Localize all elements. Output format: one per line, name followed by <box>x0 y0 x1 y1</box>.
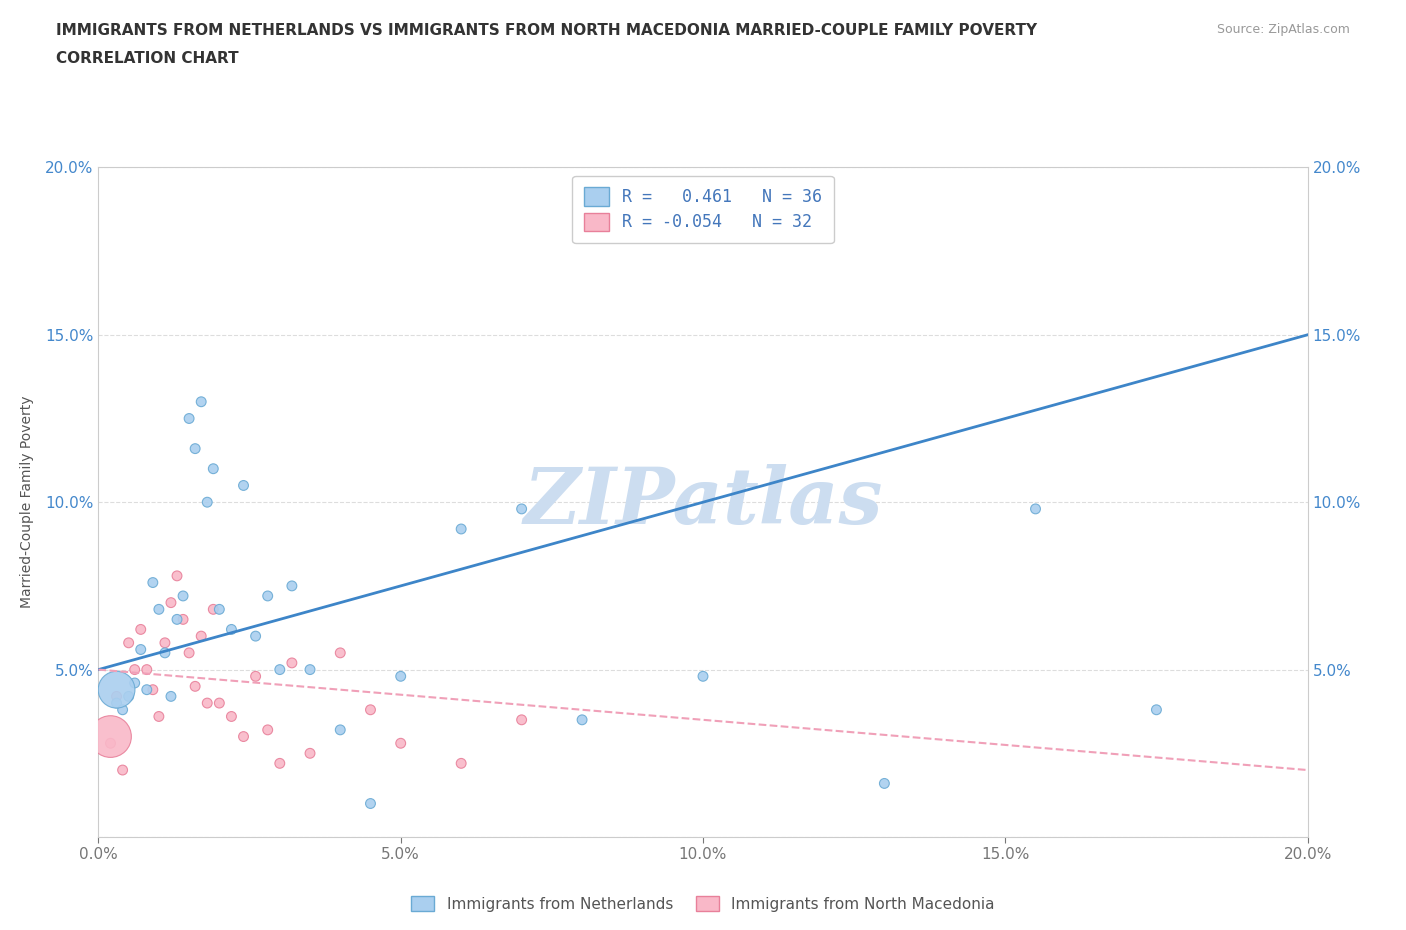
Point <box>105 689 128 704</box>
Point <box>256 723 278 737</box>
Point <box>118 689 141 704</box>
Text: ZIPatlas: ZIPatlas <box>523 464 883 540</box>
Point <box>208 602 231 617</box>
Point <box>172 612 194 627</box>
Point <box>118 635 141 650</box>
Point <box>142 575 165 590</box>
Point <box>299 746 322 761</box>
Point <box>1144 702 1167 717</box>
Point <box>195 696 218 711</box>
Point <box>148 602 170 617</box>
Point <box>190 394 212 409</box>
Point <box>142 683 165 698</box>
Point <box>221 622 243 637</box>
Y-axis label: Married-Couple Family Poverty: Married-Couple Family Poverty <box>20 396 34 608</box>
Legend: R =   0.461   N = 36, R = -0.054   N = 32: R = 0.461 N = 36, R = -0.054 N = 32 <box>572 176 834 243</box>
Point <box>256 589 278 604</box>
Legend: Immigrants from Netherlands, Immigrants from North Macedonia: Immigrants from Netherlands, Immigrants … <box>405 889 1001 918</box>
Point <box>160 595 183 610</box>
Point <box>450 522 472 537</box>
Point <box>202 602 225 617</box>
Point <box>450 756 472 771</box>
Point <box>100 736 122 751</box>
Point <box>135 683 157 698</box>
Point <box>232 729 254 744</box>
Point <box>124 662 146 677</box>
Point <box>100 729 122 744</box>
Point <box>153 645 176 660</box>
Point <box>184 679 207 694</box>
Point <box>269 756 291 771</box>
Point <box>105 683 128 698</box>
Point <box>221 709 243 724</box>
Point <box>360 796 382 811</box>
Text: CORRELATION CHART: CORRELATION CHART <box>56 51 239 66</box>
Point <box>166 568 188 583</box>
Point <box>571 712 593 727</box>
Point <box>1024 501 1046 516</box>
Point <box>873 776 896 790</box>
Point <box>160 689 183 704</box>
Point <box>179 411 201 426</box>
Text: Source: ZipAtlas.com: Source: ZipAtlas.com <box>1216 23 1350 36</box>
Text: IMMIGRANTS FROM NETHERLANDS VS IMMIGRANTS FROM NORTH MACEDONIA MARRIED-COUPLE FA: IMMIGRANTS FROM NETHERLANDS VS IMMIGRANT… <box>56 23 1038 38</box>
Point <box>232 478 254 493</box>
Point <box>124 675 146 690</box>
Point <box>245 669 267 684</box>
Point <box>129 622 152 637</box>
Point <box>129 642 152 657</box>
Point <box>190 629 212 644</box>
Point <box>360 702 382 717</box>
Point <box>202 461 225 476</box>
Point <box>111 702 134 717</box>
Point <box>208 696 231 711</box>
Point <box>153 635 176 650</box>
Point <box>281 578 304 593</box>
Point <box>245 629 267 644</box>
Point <box>329 645 352 660</box>
Point <box>111 763 134 777</box>
Point <box>299 662 322 677</box>
Point <box>148 709 170 724</box>
Point <box>184 441 207 456</box>
Point <box>105 696 128 711</box>
Point <box>389 736 412 751</box>
Point <box>281 656 304 671</box>
Point <box>389 669 412 684</box>
Point <box>135 662 157 677</box>
Point <box>510 712 533 727</box>
Point <box>172 589 194 604</box>
Point <box>269 662 291 677</box>
Point <box>166 612 188 627</box>
Point <box>692 669 714 684</box>
Point <box>195 495 218 510</box>
Point <box>329 723 352 737</box>
Point <box>510 501 533 516</box>
Point <box>179 645 201 660</box>
